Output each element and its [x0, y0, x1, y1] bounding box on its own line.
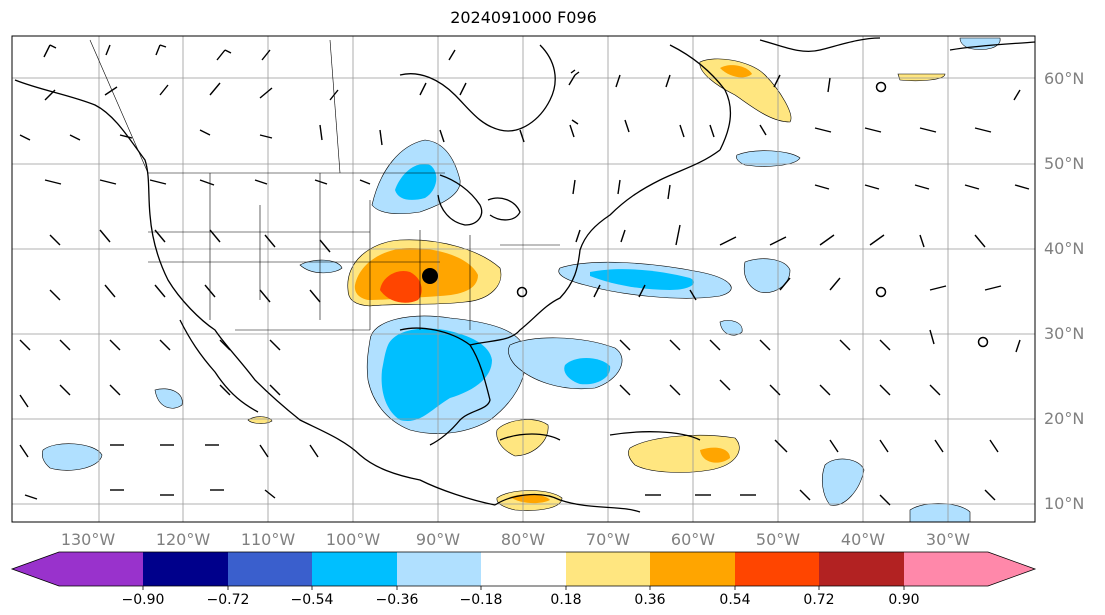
- borders: [89, 39, 560, 331]
- lat-label: 40°N: [1044, 239, 1084, 258]
- colorbar-tick-label: 0.54: [719, 592, 750, 608]
- colorbar-bin: [650, 552, 735, 586]
- lat-label: 10°N: [1044, 494, 1084, 513]
- lon-label: 110°W: [241, 530, 296, 549]
- lon-label: 100°W: [326, 530, 381, 549]
- colorbar-bin: [397, 552, 481, 586]
- colorbar-bin: [735, 552, 819, 586]
- lon-label: 120°W: [156, 530, 211, 549]
- graticule: [12, 36, 1035, 522]
- colorbar-bin: [566, 552, 650, 586]
- lat-label: 30°N: [1044, 324, 1084, 343]
- lon-label: 60°W: [671, 530, 715, 549]
- lat-label: 50°N: [1044, 154, 1084, 173]
- colorbar-tick-label: 0.72: [803, 592, 834, 608]
- colorbar-bin: [481, 552, 566, 586]
- colorbar-tick-label: −0.18: [460, 592, 503, 608]
- colorbar-bin: [59, 552, 143, 586]
- storm-center-marker: [422, 268, 438, 284]
- colorbar-tick-label: −0.90: [122, 592, 165, 608]
- lon-label: 80°W: [501, 530, 545, 549]
- colorbar-tick-label: 0.18: [550, 592, 581, 608]
- colorbar-tick-label: −0.72: [207, 592, 250, 608]
- lon-label: 70°W: [586, 530, 630, 549]
- colorbar-tick-label: 0.90: [888, 592, 919, 608]
- lat-label: 60°N: [1044, 69, 1084, 88]
- lat-labels: 60°N 50°N 40°N 30°N 20°N 10°N: [1044, 69, 1084, 513]
- wind-barbs: [19, 44, 1030, 506]
- colorbar-tick-label: 0.36: [634, 592, 665, 608]
- colorbar-bin: [312, 552, 397, 586]
- colorbar-tick-label: −0.54: [291, 592, 334, 608]
- lon-label: 30°W: [926, 530, 970, 549]
- lon-label: 50°W: [756, 530, 800, 549]
- calm-markers: [516, 81, 989, 348]
- lat-label: 20°N: [1044, 409, 1084, 428]
- coastlines: [14, 37, 1036, 513]
- colorbar-bin: [819, 552, 904, 586]
- colorbar-bin: [143, 552, 228, 586]
- colorbar-tick-label: −0.36: [376, 592, 419, 608]
- colorbar-bin: [904, 552, 988, 586]
- map-panel: [11, 35, 1036, 523]
- lon-label: 90°W: [416, 530, 460, 549]
- colorbar-bin: [228, 552, 312, 586]
- colorbar: −0.90 −0.72 −0.54 −0.36 −0.18 0.18 0.36 …: [10, 551, 1037, 608]
- colorbar-min-extend: [12, 552, 59, 586]
- colorbar-max-extend: [988, 552, 1035, 586]
- lon-label: 130°W: [61, 530, 116, 549]
- map-title: 2024091000 F096: [450, 8, 597, 27]
- lon-labels: 130°W 120°W 110°W 100°W 90°W 80°W 70°W 6…: [61, 530, 970, 549]
- lon-label: 40°W: [841, 530, 885, 549]
